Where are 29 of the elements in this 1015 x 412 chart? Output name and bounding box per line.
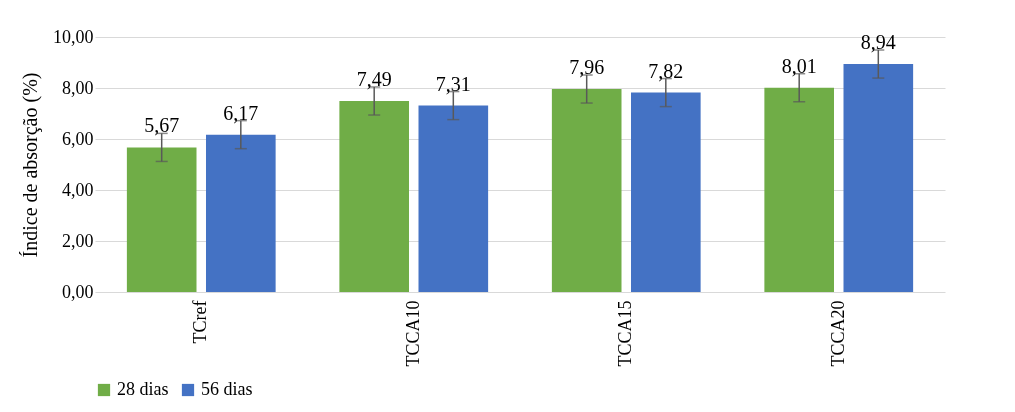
- data-label: 5,67: [144, 114, 180, 137]
- y-tick-label: 8,00: [62, 77, 94, 98]
- y-tick-label: 10,00: [53, 26, 94, 47]
- bar: [631, 92, 701, 292]
- data-label: 7,31: [435, 72, 471, 95]
- data-label: 6,17: [223, 101, 259, 124]
- y-tick-label: 4,00: [62, 179, 94, 200]
- x-tick-label: TCCA20: [827, 300, 848, 367]
- bar: [418, 105, 489, 292]
- data-label: 7,49: [356, 67, 392, 90]
- bar: [339, 101, 409, 292]
- bar: [206, 134, 276, 292]
- y-tick-label: 0,00: [62, 281, 94, 302]
- bar: [764, 87, 834, 292]
- data-label: 8,94: [860, 31, 896, 54]
- bar: [551, 89, 622, 292]
- data-label: 7,82: [648, 59, 684, 82]
- y-tick-label: 2,00: [62, 230, 94, 251]
- legend-label: 56 dias: [201, 379, 253, 399]
- data-label: 8,01: [781, 54, 817, 77]
- bar: [126, 147, 197, 292]
- y-tick-label: 6,00: [62, 128, 94, 149]
- y-axis-title: Índice de absorção (%): [19, 72, 42, 258]
- x-tick-label: TCCA15: [615, 300, 636, 367]
- x-tick-label: TCref: [190, 300, 211, 344]
- legend-label: 28 dias: [117, 379, 169, 399]
- data-label: 7,96: [569, 55, 605, 78]
- bar: [843, 64, 914, 292]
- x-tick-label: TCCA10: [402, 300, 423, 367]
